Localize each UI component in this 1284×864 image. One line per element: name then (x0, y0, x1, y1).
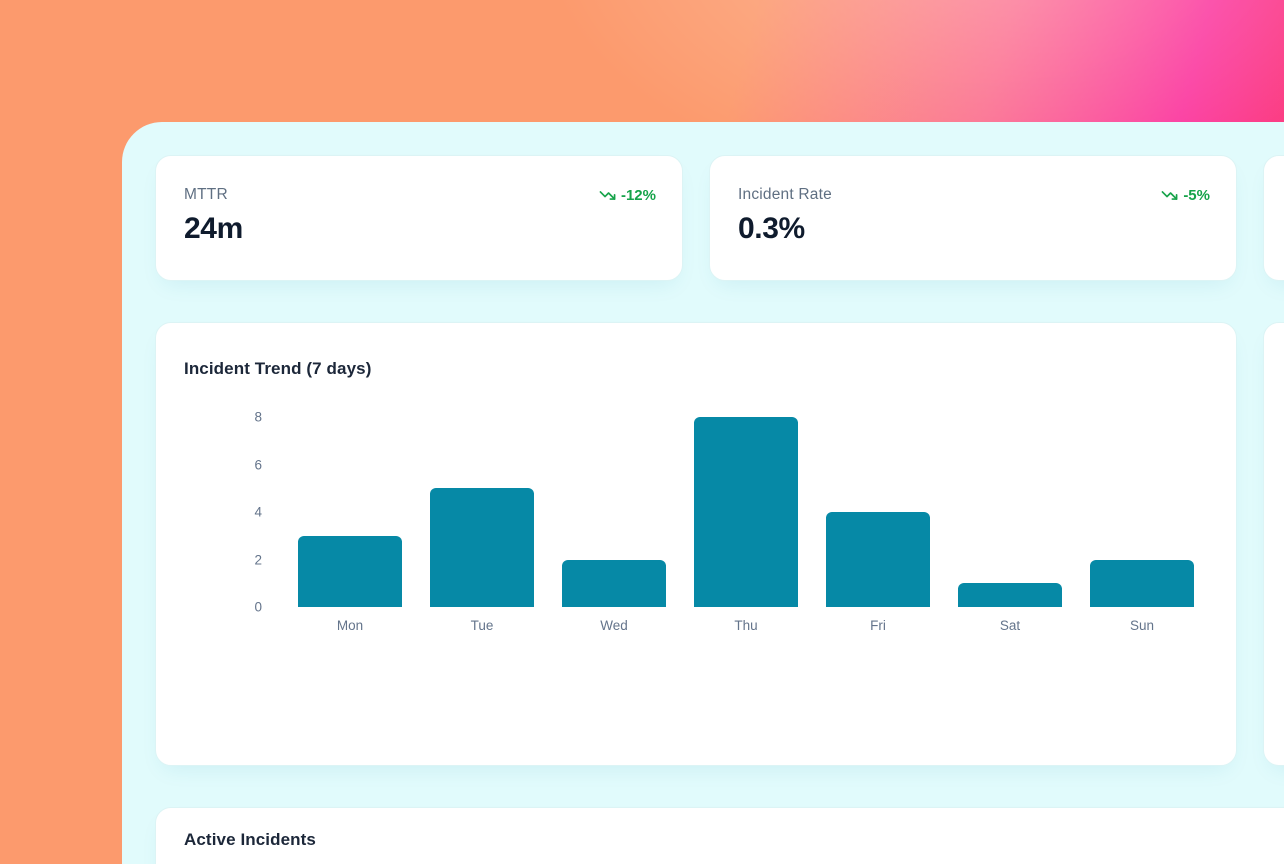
bar-track (812, 417, 944, 607)
x-axis-label: Fri (870, 618, 886, 633)
bar-column-tue: Tue (416, 417, 548, 633)
bar-sat (958, 583, 1062, 607)
bar-mon (298, 535, 402, 607)
bar-fri (826, 512, 930, 607)
y-tick-label: 4 (254, 504, 262, 520)
bar-chart: 8 6 4 2 0 Mon Tue Wed Thu Fri Sat Sun (184, 410, 1208, 633)
stat-card-incident-rate: Incident Rate -5% 0.3% (709, 155, 1237, 281)
stat-trend-value: -5% (1183, 186, 1210, 204)
active-incidents-card: Active Incidents (155, 807, 1284, 864)
x-axis-label: Sat (999, 618, 1021, 633)
bar-column-sat: Sat (944, 417, 1076, 633)
x-axis-label: Sun (1129, 618, 1155, 633)
stat-trend-badge: -12% (599, 187, 656, 204)
bar-column-wed: Wed (548, 417, 680, 633)
bar-track (1076, 417, 1208, 607)
chart-title: Incident Trend (7 days) (184, 359, 372, 378)
dashboard-panel: MTTR -12% 24m Incident Rate (122, 122, 1284, 864)
chart-bars: Mon Tue Wed Thu Fri Sat Sun (284, 417, 1208, 633)
bar-track (284, 417, 416, 607)
bar-thu (694, 417, 798, 607)
stat-card-partial (1263, 155, 1284, 281)
bar-track (944, 417, 1076, 607)
bar-column-thu: Thu (680, 417, 812, 633)
stat-trend-badge: -5% (1161, 187, 1210, 204)
incident-trend-card: Incident Trend (7 days) 8 6 4 2 0 Mon Tue Wed T… (155, 322, 1237, 766)
x-axis-label: Thu (734, 618, 758, 633)
stat-card-header: MTTR -12% (184, 186, 656, 204)
x-axis-label: Mon (336, 618, 364, 633)
side-card-partial (1263, 322, 1284, 766)
bar-column-sun: Sun (1076, 417, 1208, 633)
bar-column-mon: Mon (284, 417, 416, 633)
x-axis-label: Wed (600, 618, 628, 633)
stat-label: Incident Rate (738, 186, 832, 203)
y-tick-label: 2 (254, 552, 262, 567)
trending-down-icon (599, 190, 616, 200)
x-axis-label: Tue (470, 618, 494, 633)
stat-card-header: Incident Rate -5% (738, 186, 1210, 204)
active-incidents-title: Active Incidents (184, 830, 316, 849)
y-tick-label: 0 (254, 599, 262, 615)
stat-value: 0.3% (738, 212, 805, 245)
bar-wed (562, 559, 666, 607)
bar-sun (1090, 559, 1194, 607)
chart-y-axis: 8 6 4 2 0 (184, 410, 284, 615)
bar-tue (430, 488, 534, 607)
bar-track (680, 417, 812, 607)
bar-track (548, 417, 680, 607)
y-tick-label: 8 (254, 409, 262, 425)
dashboard-grid: MTTR -12% 24m Incident Rate (155, 155, 1284, 864)
stat-label: MTTR (184, 186, 228, 203)
trending-down-icon (1161, 190, 1178, 200)
bar-track (416, 417, 548, 607)
stat-trend-value: -12% (620, 186, 656, 204)
y-tick-label: 6 (254, 457, 262, 472)
bar-column-fri: Fri (812, 417, 944, 633)
stat-card-mttr: MTTR -12% 24m (155, 155, 683, 281)
stat-value: 24m (184, 212, 243, 245)
